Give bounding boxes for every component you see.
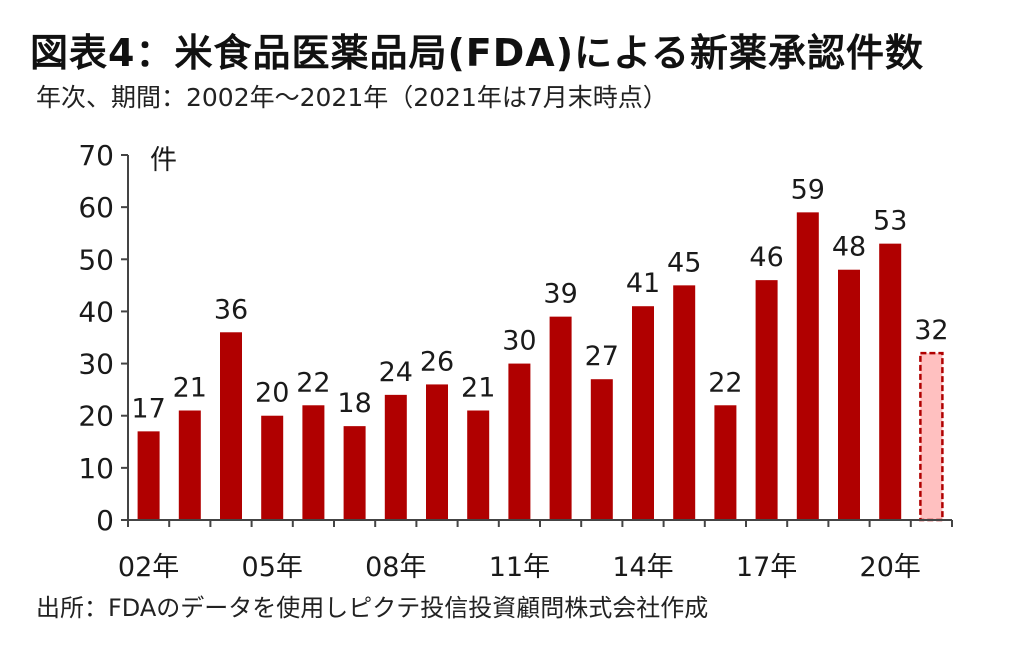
- data-label: 36: [214, 294, 248, 325]
- x-tick-label: 08年: [365, 552, 426, 583]
- data-label: 32: [914, 315, 948, 346]
- chart-subtitle: 年次、期間：2002年～2021年（2021年は7月末時点）: [36, 83, 668, 112]
- bar: [220, 332, 242, 520]
- data-label: 22: [708, 367, 742, 398]
- bar: [590, 379, 613, 520]
- y-tick-label: 60: [78, 191, 114, 224]
- data-label: 59: [791, 174, 825, 205]
- bar: [838, 269, 860, 520]
- data-label: 53: [873, 206, 907, 237]
- bars-layer: [137, 212, 944, 522]
- chart-title: 図表4：米食品医薬品局(FDA)による新薬承認件数: [30, 31, 924, 75]
- y-axis-unit-label: 件: [150, 145, 177, 176]
- bar: [549, 316, 572, 520]
- data-label: 18: [337, 388, 371, 419]
- bar-partial-period: [919, 351, 944, 522]
- data-label: 46: [749, 242, 783, 273]
- data-label: 21: [173, 373, 207, 404]
- bar: [178, 410, 201, 520]
- bar: [879, 243, 902, 520]
- data-label: 41: [626, 268, 660, 299]
- data-label: 39: [543, 279, 577, 310]
- y-tick-label: 70: [78, 139, 114, 172]
- data-label: 45: [667, 247, 701, 278]
- bar: [261, 415, 284, 520]
- bar: [343, 426, 366, 520]
- data-label: 24: [379, 357, 413, 388]
- axes-layer: 0 10 20 30 40 50 60 70 件 02年 05年 08年 11年 14年 17年 20年: [78, 139, 953, 583]
- x-tick-label: 20年: [860, 552, 921, 583]
- x-tick-label: 02年: [118, 552, 179, 583]
- x-tick-label: 05年: [242, 552, 303, 583]
- x-tick-label: 17年: [736, 552, 797, 583]
- y-tick-label: 10: [78, 452, 114, 485]
- data-label: 48: [832, 232, 866, 263]
- bar: [673, 285, 696, 520]
- source-note: 出所：FDAのデータを使用しピクテ投信投資顧問株式会社作成: [36, 594, 709, 622]
- bar: [508, 363, 531, 520]
- bar: [384, 394, 407, 520]
- bar: [137, 431, 160, 520]
- bar: [467, 410, 490, 520]
- y-tick-label: 20: [78, 400, 114, 433]
- bar: [632, 306, 654, 520]
- data-label: 30: [502, 326, 536, 357]
- x-tick-label: 11年: [489, 552, 550, 583]
- y-tick-label: 30: [78, 348, 114, 381]
- y-tick-label: 0: [96, 504, 114, 537]
- y-tick-label: 50: [78, 243, 114, 276]
- x-tick-label: 14年: [612, 552, 673, 583]
- bar: [755, 280, 778, 520]
- data-label: 20: [255, 378, 289, 409]
- data-label: 17: [131, 393, 165, 424]
- data-label: 22: [296, 367, 330, 398]
- bar: [714, 405, 737, 520]
- data-label: 27: [585, 341, 619, 372]
- y-tick-label: 40: [78, 295, 114, 328]
- bar: [796, 212, 819, 520]
- data-label: 26: [420, 346, 454, 377]
- bar: [302, 405, 325, 520]
- data-label: 21: [461, 373, 495, 404]
- bar: [426, 384, 448, 520]
